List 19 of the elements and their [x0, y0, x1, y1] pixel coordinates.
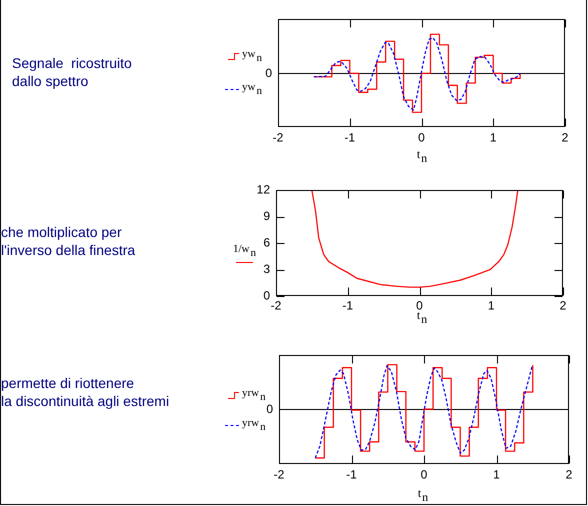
x-tick-label: 0 — [420, 468, 428, 482]
y-tick-label: 3 — [263, 262, 270, 276]
x-tick-label: 0 — [416, 298, 424, 313]
x-tick-label: 1 — [488, 298, 495, 313]
x-tick-label: -2 — [270, 298, 282, 313]
x-tick-label: -1 — [346, 468, 358, 482]
x-tick-label: 2 — [562, 130, 569, 145]
x-tick-label: -2 — [274, 468, 285, 482]
text: permette di riottenere la discontinuità agli estremi — [1, 375, 170, 410]
x-tick-label: 1 — [490, 130, 497, 145]
y-tick-label: 0 — [263, 288, 270, 302]
x-tick-label: 2 — [560, 298, 567, 313]
x-tick-label: -1 — [342, 298, 354, 313]
x-tick-label: 2 — [566, 468, 573, 482]
y-tick-label: 12 — [256, 182, 270, 197]
y-tick-label: 6 — [263, 235, 270, 250]
x-tick-label: 1 — [493, 468, 500, 482]
y-tick-label: 9 — [263, 208, 270, 223]
text: che moltiplicato per l'inverso della finestra — [1, 224, 136, 259]
